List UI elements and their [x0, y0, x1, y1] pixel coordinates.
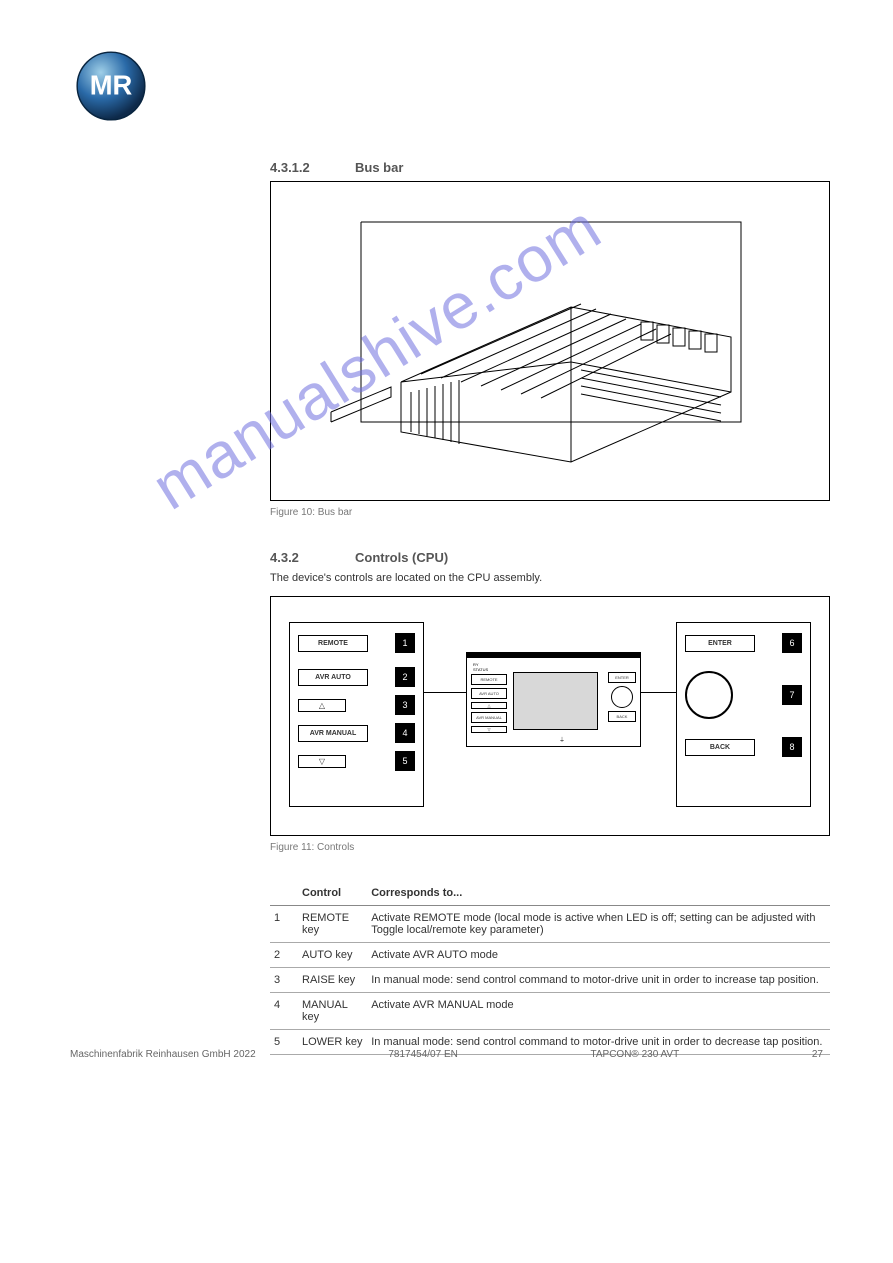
figure-caption: Figure 10: Bus bar: [270, 507, 830, 518]
figure-caption: Figure 11: Controls: [270, 842, 830, 853]
page-number: 27: [812, 1049, 823, 1060]
right-callout-panel: ENTER 6 7 BACK 8: [676, 622, 811, 807]
callout-5: 5: [395, 751, 415, 771]
col-control: Control: [298, 881, 367, 906]
callout-2: 2: [395, 667, 415, 687]
cd-enter[interactable]: ENTER: [608, 672, 636, 683]
page-footer: Maschinenfabrik Reinhausen GmbH 2022 781…: [70, 1049, 823, 1060]
lower-button[interactable]: ▽: [298, 755, 346, 768]
section-title: Bus bar: [355, 160, 403, 175]
raise-button[interactable]: △: [298, 699, 346, 712]
cd-avr-auto[interactable]: AVR AUTO: [471, 688, 507, 699]
table-row: 3RAISE keyIn manual mode: send control c…: [270, 968, 830, 993]
callout-4: 4: [395, 723, 415, 743]
avr-manual-button[interactable]: AVR MANUAL: [298, 725, 368, 742]
section-title: Controls (CPU): [355, 550, 448, 565]
cd-remote[interactable]: REMOTE: [471, 674, 507, 685]
cd-avr-manual[interactable]: AVR MANUAL: [471, 712, 507, 723]
footer-product: TAPCON® 230 AVT: [591, 1049, 680, 1060]
ethernet-icon: ⏚: [559, 735, 565, 744]
table-row: 2AUTO keyActivate AVR AUTO mode: [270, 943, 830, 968]
cd-back[interactable]: BACK: [608, 711, 636, 722]
col-desc: Corresponds to...: [367, 881, 830, 906]
section-controls-heading: 4.3.2 Controls (CPU): [270, 550, 830, 565]
avr-auto-button[interactable]: AVR AUTO: [298, 669, 368, 686]
section-number: 4.3.2: [270, 550, 325, 565]
callout-7: 7: [782, 685, 802, 705]
enter-button[interactable]: ENTER: [685, 635, 755, 652]
rotary-knob[interactable]: [685, 671, 733, 719]
cd-display: [513, 672, 598, 730]
callout-6: 6: [782, 633, 802, 653]
footer-docnum: 7817454/07 EN: [388, 1049, 458, 1060]
section-number: 4.3.1.2: [270, 160, 325, 175]
svg-text:MR: MR: [90, 70, 133, 101]
callout-1: 1: [395, 633, 415, 653]
intro-text: The device's controls are located on the…: [270, 571, 830, 586]
cd-down[interactable]: ▽: [471, 726, 507, 733]
cd-up[interactable]: △: [471, 702, 507, 709]
callout-8: 8: [782, 737, 802, 757]
footer-company: Maschinenfabrik Reinhausen GmbH 2022: [70, 1049, 256, 1060]
remote-button[interactable]: REMOTE: [298, 635, 368, 652]
table-row: 1REMOTE keyActivate REMOTE mode (local m…: [270, 906, 830, 943]
callout-3: 3: [395, 695, 415, 715]
status-leds: RY STATUS: [473, 662, 488, 672]
figure-controls: REMOTE 1 AVR AUTO 2 △ 3 AVR MANUAL 4 ▽: [270, 596, 830, 836]
figure-bus-bar: [270, 181, 830, 501]
bus-bar-drawing: [311, 192, 791, 492]
table-row: 4MANUAL keyActivate AVR MANUAL mode: [270, 993, 830, 1030]
mr-logo: MR: [75, 50, 147, 122]
back-button[interactable]: BACK: [685, 739, 755, 756]
cpu-faceplate: RY STATUS REMOTE AVR AUTO △ AVR MANUAL ▽…: [466, 652, 641, 747]
leader-line: [424, 692, 466, 693]
table-header-row: Control Corresponds to...: [270, 881, 830, 906]
left-callout-panel: REMOTE 1 AVR AUTO 2 △ 3 AVR MANUAL 4 ▽: [289, 622, 424, 807]
leader-line: [641, 692, 677, 693]
cd-rotary-knob[interactable]: [611, 686, 633, 708]
section-bus-bar-heading: 4.3.1.2 Bus bar: [270, 160, 830, 175]
controls-table: Control Corresponds to... 1REMOTE keyAct…: [270, 881, 830, 1055]
